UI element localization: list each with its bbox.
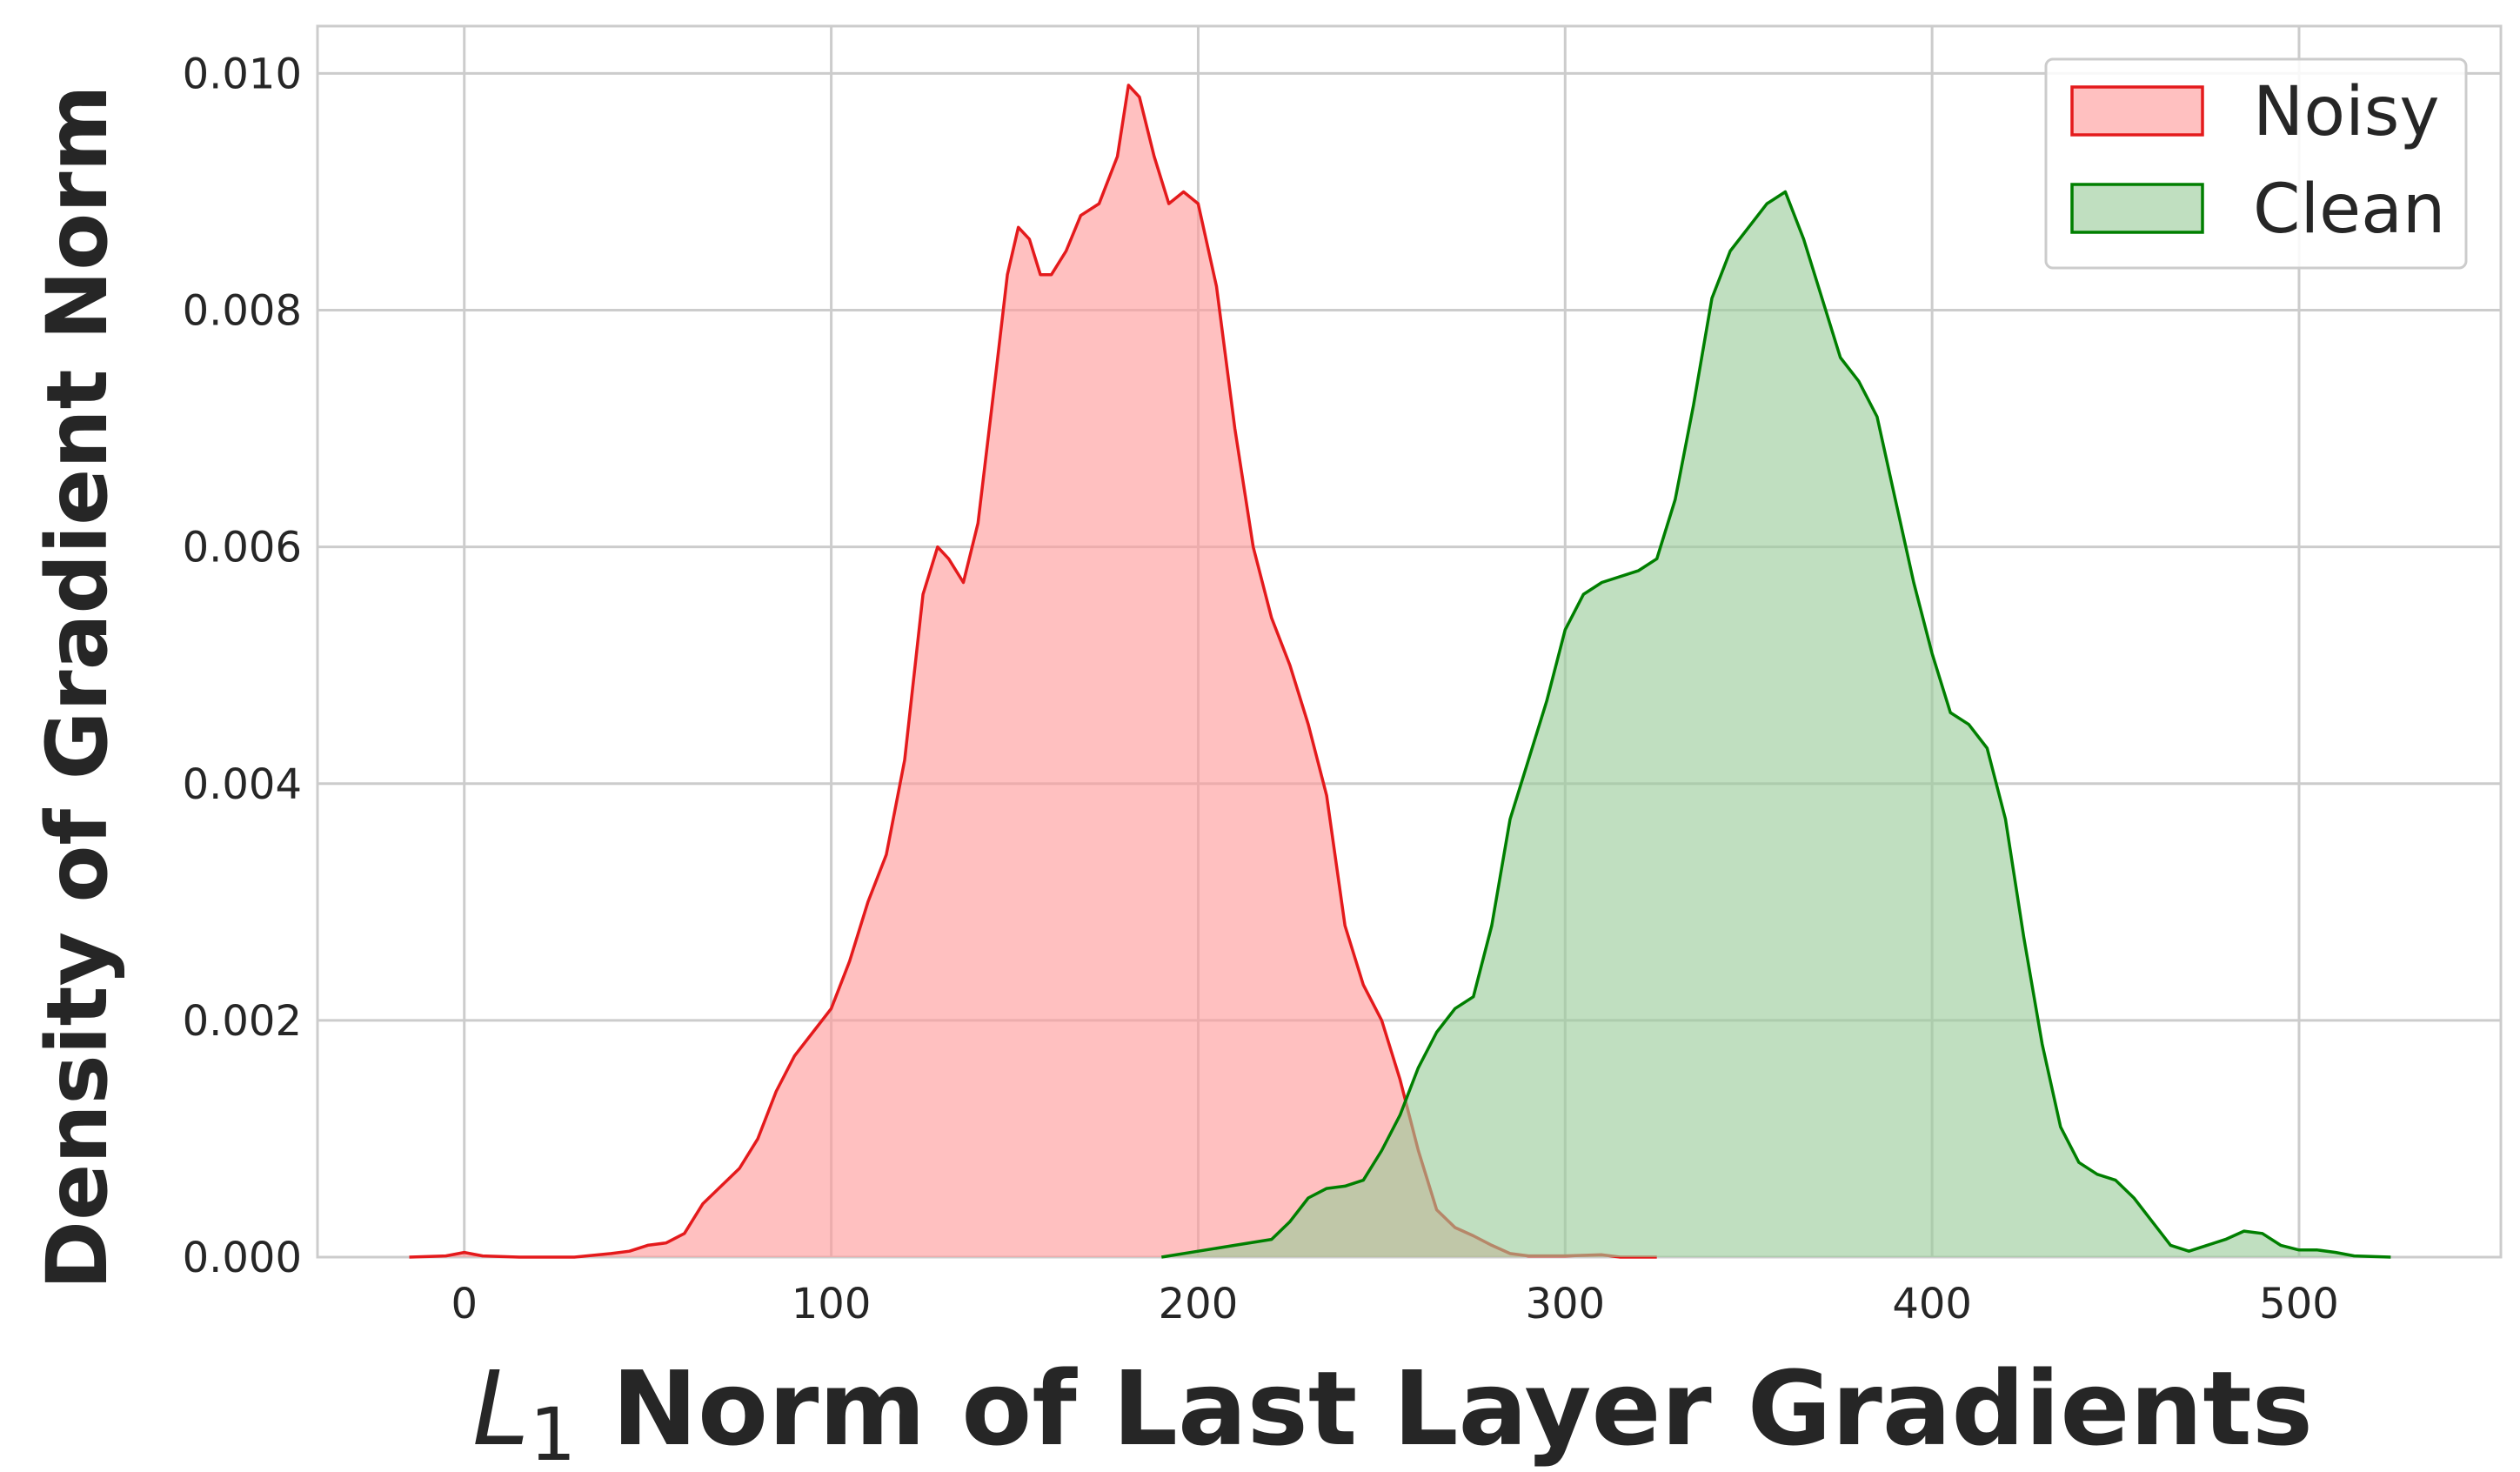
y-tick-label-1: 0.002 bbox=[183, 997, 302, 1046]
area-line-noisy bbox=[409, 84, 1657, 1259]
x-axis-label-subscript: 1 bbox=[530, 1392, 576, 1472]
x-axis-label-text: Norm of Last Layer Gradients bbox=[576, 1348, 2313, 1469]
legend-label-clean: Clean bbox=[2253, 171, 2445, 249]
x-axis-label-symbol: L bbox=[472, 1348, 530, 1469]
legend: Noisy Clean bbox=[2044, 57, 2468, 270]
area-fill-clean bbox=[1161, 191, 2391, 1257]
legend-item-clean: Clean bbox=[2070, 171, 2445, 249]
area-line-clean bbox=[1161, 190, 2391, 1259]
y-tick-labels: 0.000 0.002 0.004 0.006 0.008 0.010 bbox=[183, 50, 302, 1282]
legend-swatch-noisy bbox=[2070, 85, 2204, 137]
x-tick-label-4: 400 bbox=[1892, 1280, 1972, 1328]
x-tick-label-3: 300 bbox=[1525, 1280, 1605, 1328]
x-tick-label-0: 0 bbox=[451, 1280, 478, 1328]
x-tick-label-1: 100 bbox=[792, 1280, 872, 1328]
x-tick-label-5: 500 bbox=[2259, 1280, 2339, 1328]
density-areas bbox=[409, 84, 2391, 1259]
x-tick-label-2: 200 bbox=[1159, 1280, 1239, 1328]
x-axis-label: L1 Norm of Last Layer Gradients bbox=[472, 1348, 2313, 1472]
x-tick-labels: 0 100 200 300 400 500 bbox=[451, 1280, 2338, 1328]
area-fill-noisy bbox=[409, 85, 1657, 1257]
y-tick-label-2: 0.004 bbox=[183, 760, 302, 809]
legend-item-noisy: Noisy bbox=[2070, 73, 2440, 151]
y-tick-label-4: 0.008 bbox=[183, 287, 302, 336]
legend-label-noisy: Noisy bbox=[2253, 73, 2440, 151]
y-axis-label: Density of Gradient Norm bbox=[29, 84, 126, 1289]
y-tick-label-0: 0.000 bbox=[183, 1234, 302, 1282]
legend-swatch-clean bbox=[2070, 183, 2204, 234]
y-tick-label-3: 0.006 bbox=[183, 524, 302, 572]
y-tick-label-5: 0.010 bbox=[183, 50, 302, 98]
